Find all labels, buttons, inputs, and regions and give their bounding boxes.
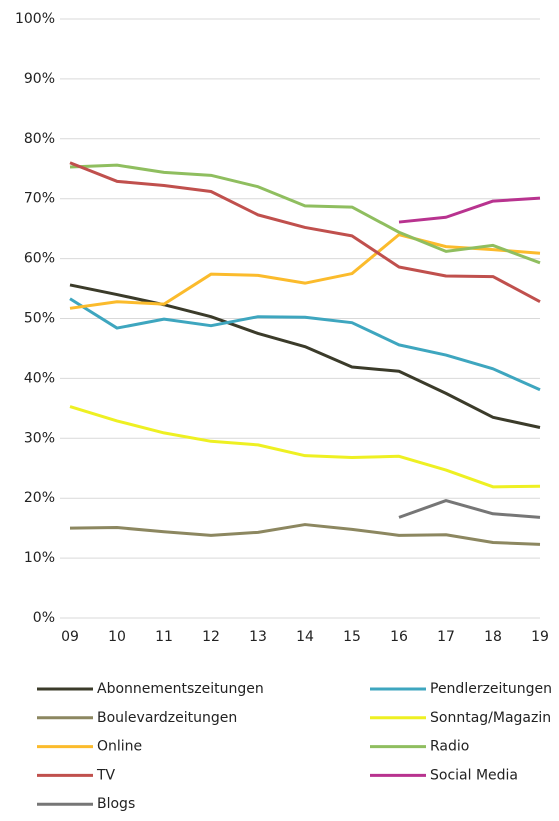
x-tick-label: 15: [343, 629, 361, 645]
legend-label: Abonnementszeitungen: [97, 681, 264, 697]
legend-label: Pendlerzeitungen: [430, 681, 552, 697]
y-tick-label: 100%: [15, 11, 55, 27]
x-tick-label: 18: [484, 629, 502, 645]
series-line: [69, 523, 541, 546]
y-tick-label: 20%: [24, 490, 55, 506]
series-line: [69, 405, 541, 489]
series-line: [398, 499, 541, 519]
series-line: [69, 161, 541, 304]
series-line: [69, 163, 541, 265]
x-tick-label: 14: [296, 629, 314, 645]
legend-label: Blogs: [97, 796, 135, 812]
series-line: [398, 196, 541, 224]
x-tick-label: 16: [390, 629, 408, 645]
x-tick-label: 17: [437, 629, 455, 645]
y-tick-label: 50%: [24, 311, 55, 327]
y-tick-label: 30%: [24, 430, 55, 446]
y-tick-label: 10%: [24, 550, 55, 566]
x-tick-label: 10: [108, 629, 126, 645]
legend-label: Boulevardzeitungen: [97, 710, 237, 726]
legend-label: Online: [97, 739, 142, 755]
y-tick-label: 80%: [24, 131, 55, 147]
y-tick-label: 90%: [24, 71, 55, 87]
x-tick-label: 09: [61, 629, 79, 645]
x-tick-label: 19: [531, 629, 549, 645]
y-tick-label: 0%: [33, 610, 55, 626]
y-tick-label: 70%: [24, 191, 55, 207]
y-tick-label: 60%: [24, 251, 55, 267]
series-line: [69, 297, 541, 392]
y-tick-label: 40%: [24, 370, 55, 386]
legend-label: TV: [96, 767, 116, 783]
x-tick-label: 11: [155, 629, 173, 645]
series-line: [69, 233, 541, 310]
x-tick-label: 13: [249, 629, 267, 645]
legend-label: Sonntag/Magazin: [430, 710, 551, 726]
legend-label: Radio: [430, 739, 469, 755]
legend-label: Social Media: [430, 767, 518, 783]
x-tick-label: 12: [202, 629, 220, 645]
series-line: [69, 283, 541, 429]
